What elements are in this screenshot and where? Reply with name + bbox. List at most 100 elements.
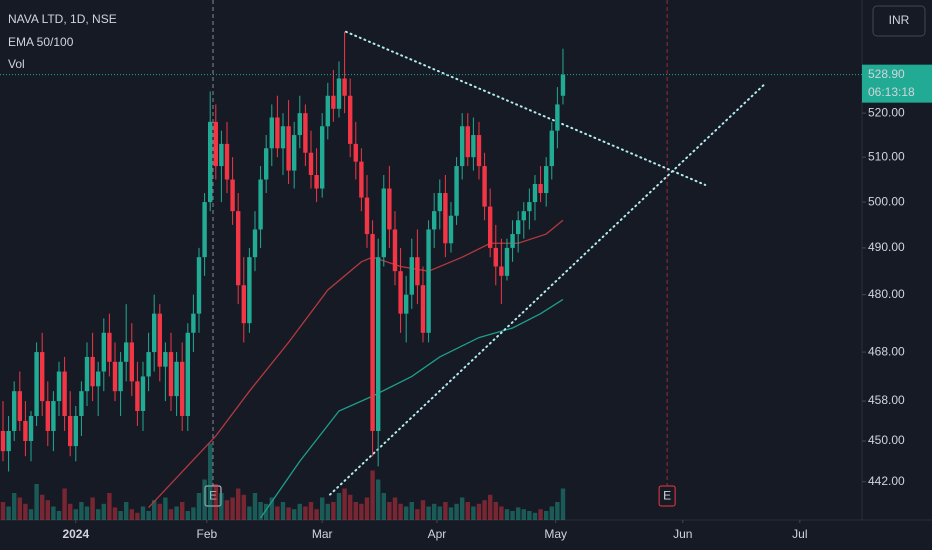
volume-bar: [364, 497, 370, 520]
volume-bar: [51, 506, 56, 520]
candle-body: [443, 193, 448, 244]
volume-bar: [28, 509, 34, 520]
candle-body: [426, 229, 431, 333]
volume-bar: [476, 503, 482, 520]
candle-body: [258, 179, 263, 230]
candle-body: [84, 356, 90, 392]
candle-body: [286, 126, 291, 171]
volume-bar: [375, 479, 381, 520]
volume-bar: [521, 509, 526, 520]
candle-body: [319, 126, 325, 189]
candle-body: [123, 342, 129, 362]
volume-bar: [241, 494, 246, 520]
event-box: [658, 485, 676, 507]
volume-bar: [543, 511, 549, 520]
event-label: E: [209, 489, 217, 503]
y-tick-label: 520.00: [868, 105, 905, 119]
candle-body: [95, 371, 101, 387]
candle-body: [448, 215, 454, 244]
candle-body: [179, 361, 185, 416]
candle-body: [56, 371, 62, 402]
candle-body: [107, 332, 112, 362]
currency-button[interactable]: [872, 5, 926, 37]
volume-bar: [163, 497, 168, 520]
volume-bar: [381, 493, 386, 520]
candle-body: [493, 247, 498, 267]
candle-body: [0, 430, 6, 452]
volume-bar: [325, 503, 330, 520]
candle-body: [269, 117, 274, 149]
volume-bar: [12, 493, 17, 520]
volume-bar: [107, 493, 112, 520]
volume-bar: [275, 506, 280, 520]
volume-bar: [140, 506, 146, 520]
volume-bar: [67, 503, 73, 520]
volume-bar: [135, 512, 140, 520]
y-tick-label: 500.00: [868, 194, 905, 208]
candle-body: [431, 211, 437, 230]
volume-bar: [409, 502, 414, 520]
volume-bar: [504, 509, 510, 520]
candle-body: [230, 179, 235, 212]
candle-body: [347, 95, 353, 144]
candle-body: [482, 166, 487, 207]
volume-bar: [84, 506, 90, 520]
candle-body: [163, 352, 168, 367]
candle-body: [560, 74, 566, 96]
candle-body: [263, 148, 269, 180]
volume-bar: [0, 502, 6, 520]
y-tick-label: 468.00: [868, 344, 905, 358]
volume-bar: [359, 503, 364, 520]
y-tick-label: 450.00: [868, 433, 905, 447]
candle-body: [465, 126, 470, 158]
candle-body: [34, 352, 39, 416]
volume-bar: [258, 502, 263, 520]
volume-bar: [168, 509, 174, 520]
candle-body: [51, 401, 56, 431]
volume-bar: [207, 443, 213, 520]
volume-bar: [510, 511, 515, 520]
candle-body: [387, 188, 392, 230]
currency[interactable]: INR: [889, 13, 910, 27]
volume-bar: [331, 502, 336, 520]
volume-bar: [202, 479, 207, 520]
volume-bar: [431, 503, 437, 520]
candle-body: [543, 166, 549, 194]
volume-bar: [224, 500, 230, 520]
volume-bar: [487, 494, 493, 520]
volume-bar: [213, 484, 218, 520]
candle-body: [398, 271, 403, 314]
volume-bar: [45, 500, 50, 520]
candle-body: [202, 202, 207, 258]
candle-body: [381, 188, 386, 258]
volume-bar: [347, 494, 353, 520]
volume-bar: [112, 507, 118, 520]
volume-bar: [179, 502, 185, 520]
last-price-label: 528.90: [868, 67, 905, 81]
candle-body: [487, 206, 493, 248]
candle-body: [331, 95, 336, 109]
volume-bar: [303, 506, 308, 520]
volume-bar: [370, 470, 375, 520]
volume-bar: [280, 502, 286, 520]
volume-label: Vol: [8, 57, 25, 71]
volume-bar: [403, 506, 409, 520]
candle-body: [241, 285, 246, 324]
candle-body: [28, 415, 34, 442]
candle-body: [129, 342, 134, 382]
volume-bar: [118, 511, 123, 520]
volume-bar: [123, 502, 129, 520]
volume-bar: [269, 497, 274, 520]
candle-body: [67, 415, 73, 447]
volume-bar: [448, 507, 454, 520]
chart-title: NAVA LTD, 1D, NSE: [8, 12, 117, 26]
candle-body: [392, 229, 398, 272]
volume-bar: [263, 503, 269, 520]
volume-bar: [308, 502, 314, 520]
y-tick-label: 490.00: [868, 240, 905, 254]
candle-body: [118, 361, 123, 392]
volume-bar: [230, 497, 235, 520]
candle-body: [527, 202, 532, 212]
